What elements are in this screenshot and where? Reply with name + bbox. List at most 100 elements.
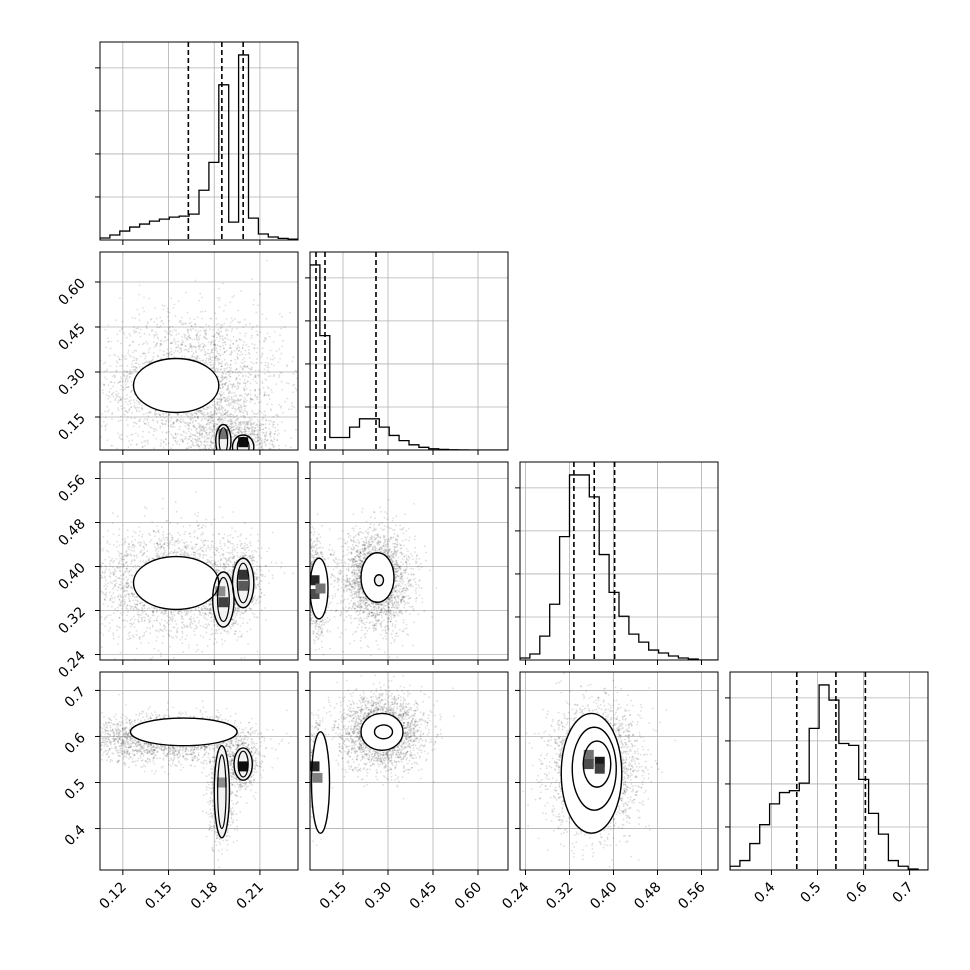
sample-point	[213, 435, 216, 437]
sample-point	[125, 585, 127, 587]
sample-point	[173, 352, 176, 354]
sample-point	[139, 419, 142, 422]
sample-point	[222, 407, 225, 409]
sample-point	[171, 341, 174, 344]
sample-point	[117, 401, 120, 404]
sample-point	[88, 406, 90, 408]
sample-point	[234, 411, 236, 413]
sample-point	[242, 452, 244, 454]
sample-point	[169, 425, 172, 427]
sample-point	[247, 428, 250, 430]
sample-point	[216, 625, 219, 627]
sample-point	[177, 542, 180, 544]
sample-point	[226, 560, 228, 563]
sample-point	[245, 343, 248, 346]
sample-point	[234, 399, 237, 402]
sample-point	[242, 344, 245, 346]
sample-point	[127, 349, 130, 352]
sample-point	[109, 598, 112, 601]
sample-point	[220, 395, 222, 397]
sample-point	[155, 317, 158, 320]
sample-point	[243, 455, 245, 457]
sample-point	[246, 424, 249, 426]
sample-point	[215, 569, 218, 572]
sample-point	[213, 333, 216, 336]
sample-point	[199, 468, 201, 470]
sample-point	[207, 454, 209, 456]
sample-point	[154, 334, 157, 337]
sample-point	[193, 551, 196, 554]
sample-point	[261, 380, 264, 383]
sample-point	[214, 357, 216, 359]
sample-point	[291, 391, 294, 394]
sample-point	[152, 352, 155, 354]
sample-point	[237, 407, 240, 409]
sample-point	[140, 549, 143, 551]
sample-point	[201, 425, 204, 428]
sample-point	[254, 437, 257, 440]
sample-point	[159, 325, 162, 327]
sample-point	[273, 459, 275, 461]
histogram-panel	[305, 251, 509, 455]
sample-point	[215, 407, 217, 409]
sample-point	[229, 383, 232, 385]
sample-point	[145, 326, 148, 328]
sample-point	[221, 406, 223, 409]
sample-point	[243, 656, 246, 659]
sample-point	[198, 456, 200, 458]
sample-point	[44, 459, 46, 461]
sample-point	[260, 488, 262, 490]
sample-point	[176, 451, 178, 453]
sample-point	[162, 475, 164, 477]
sample-point	[213, 423, 216, 426]
sample-point	[216, 457, 218, 459]
sample-point	[205, 426, 207, 429]
sample-point	[144, 422, 147, 425]
sample-point	[232, 414, 235, 417]
sample-point	[182, 440, 185, 443]
sample-point	[97, 469, 99, 471]
sample-point	[165, 609, 168, 612]
sample-point	[198, 438, 201, 441]
sample-point	[119, 380, 122, 383]
sample-point	[109, 387, 112, 390]
sample-point	[165, 452, 167, 454]
sample-point	[144, 357, 146, 360]
sample-point	[141, 366, 144, 369]
sample-point	[238, 426, 241, 429]
sample-point	[225, 412, 228, 414]
sample-point	[261, 347, 264, 350]
sample-point	[96, 391, 98, 393]
sample-point	[238, 338, 241, 341]
sample-point	[261, 411, 263, 414]
sample-point	[225, 350, 228, 352]
sample-point	[160, 652, 163, 655]
sample-point	[168, 543, 171, 546]
sample-point	[160, 655, 162, 658]
sample-point	[289, 446, 292, 449]
sample-point	[218, 380, 221, 383]
sample-point	[151, 358, 154, 361]
sample-point	[129, 335, 132, 337]
sample-point	[203, 447, 205, 450]
sample-point	[277, 429, 280, 432]
sample-point	[211, 419, 213, 422]
sample-point	[257, 451, 259, 453]
sample-point	[224, 399, 226, 402]
sample-point	[137, 420, 140, 423]
sample-point	[188, 532, 191, 535]
sample-point	[317, 409, 319, 411]
sample-point	[191, 338, 194, 341]
sample-point	[204, 608, 207, 611]
sample-point	[232, 400, 235, 403]
sample-point	[211, 463, 213, 465]
sample-point	[114, 584, 117, 587]
sample-point	[203, 354, 206, 356]
sample-point	[227, 384, 230, 387]
sample-point	[175, 333, 178, 336]
sample-point	[133, 555, 136, 557]
sample-point	[214, 369, 216, 372]
sample-point	[178, 613, 181, 615]
sample-point	[95, 422, 97, 424]
sample-point	[165, 443, 167, 446]
